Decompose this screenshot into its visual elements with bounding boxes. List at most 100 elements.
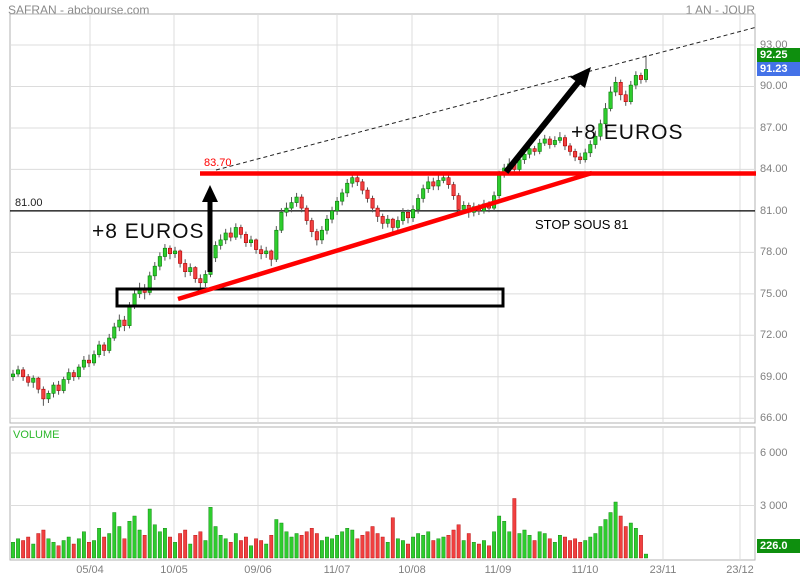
volume-bar <box>264 543 269 559</box>
candle-body <box>390 218 395 228</box>
candle-body <box>249 239 254 243</box>
candle-body <box>360 181 365 191</box>
volume-bar <box>593 533 598 559</box>
volume-bar <box>233 533 238 559</box>
candle-body <box>314 231 319 241</box>
candle-body <box>441 177 446 181</box>
candle-body <box>355 177 360 183</box>
price-tick-label: 87.00 <box>760 121 788 134</box>
volume-bar <box>188 543 193 559</box>
candle-body <box>628 84 633 102</box>
volume-bar <box>558 535 562 559</box>
candle-body <box>335 200 340 212</box>
volume-bar <box>588 536 593 559</box>
date-tick-label: 05/04 <box>76 564 104 576</box>
volume-bar <box>127 521 132 559</box>
price-tick-label: 66.00 <box>760 412 788 425</box>
candle-body <box>522 153 527 161</box>
candle-body <box>497 174 502 196</box>
volume-bar <box>466 533 471 559</box>
volume-bar <box>87 542 91 559</box>
volume-bar <box>279 522 284 559</box>
candle-body <box>157 256 162 267</box>
volume-bar <box>299 535 304 559</box>
volume-bar <box>563 536 567 559</box>
candle-body <box>132 293 137 307</box>
volume-bar <box>345 528 350 559</box>
volume-bar <box>583 540 588 559</box>
candle-body <box>86 359 91 364</box>
volume-bar <box>471 542 476 559</box>
volume-bar <box>395 538 400 559</box>
volume-bar <box>608 512 613 559</box>
candle-body <box>269 250 274 260</box>
volume-bar <box>618 515 623 559</box>
candle-body <box>26 376 31 383</box>
volume-bar <box>320 540 324 559</box>
price-tick-label: 69.00 <box>760 370 788 383</box>
volume-bar <box>431 540 436 559</box>
date-tick-label: 10/05 <box>160 564 188 576</box>
volume-bar <box>157 531 162 559</box>
volume-bar <box>512 498 517 559</box>
dashed-channel-line <box>215 26 758 171</box>
stop-sous-81-annotation: STOP SOUS 81 <box>535 217 629 232</box>
volume-bar <box>461 540 466 559</box>
candle-body <box>102 344 107 351</box>
volume-bar <box>497 515 502 559</box>
volume-bar <box>137 529 142 559</box>
candle-body <box>112 326 117 339</box>
volume-bar <box>203 540 208 559</box>
volume-bar <box>112 512 117 559</box>
candle-body <box>289 202 294 209</box>
volume-bar <box>547 538 552 559</box>
volume-bar <box>218 535 223 559</box>
volume-bar <box>61 540 66 559</box>
volume-bar <box>476 543 481 559</box>
volume-bar <box>456 524 461 559</box>
candle-body <box>330 210 335 220</box>
candle-body <box>167 247 172 255</box>
volume-bar <box>365 531 370 559</box>
candle-body <box>294 196 299 203</box>
volume-bar <box>350 529 355 559</box>
candle-body <box>76 366 81 378</box>
volume-bar <box>51 542 56 559</box>
volume-bar <box>370 526 375 559</box>
volume-bar <box>117 526 122 559</box>
candle-body <box>603 108 608 125</box>
volume-bar <box>446 535 451 559</box>
volume-bar <box>31 543 36 559</box>
volume-bar <box>309 528 314 559</box>
volume-bar <box>527 535 532 559</box>
candle-body <box>173 250 178 255</box>
candle-body <box>228 232 233 238</box>
volume-bar <box>613 501 618 559</box>
candle-body <box>304 207 309 221</box>
volume-bar <box>487 545 491 559</box>
candle-body <box>613 82 618 93</box>
candle-body <box>188 267 193 272</box>
volume-bar <box>152 524 157 559</box>
volume-bar <box>168 536 172 559</box>
candle-body <box>299 196 304 209</box>
date-tick-label: 11/10 <box>571 564 599 576</box>
candle-body <box>400 211 405 221</box>
volume-bar <box>441 536 446 559</box>
candle-body <box>527 148 532 155</box>
date-tick-label: 23/11 <box>649 564 677 576</box>
volume-bar <box>598 526 603 559</box>
volume-bar <box>76 538 81 559</box>
volume-bar <box>198 531 203 559</box>
candle-body <box>92 354 97 364</box>
candle-body <box>41 388 46 400</box>
volume-bar <box>294 533 299 559</box>
candle-body <box>446 177 451 185</box>
candle-body <box>11 373 16 378</box>
candle-body <box>431 181 436 187</box>
volume-bar <box>244 536 248 559</box>
candle-body <box>340 192 345 202</box>
volume-bar <box>132 515 137 559</box>
candle-body <box>66 372 71 380</box>
